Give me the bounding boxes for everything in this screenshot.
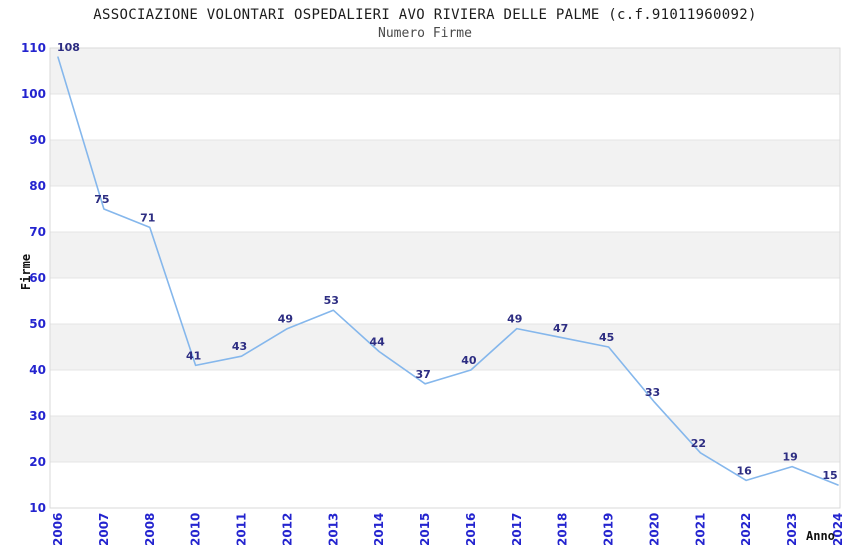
data-label: 19 — [782, 451, 797, 464]
x-tick-label: 2015 — [418, 513, 432, 546]
y-axis-title: Firme — [19, 253, 33, 291]
data-label: 16 — [737, 464, 753, 477]
chart-title: ASSOCIAZIONE VOLONTARI OSPEDALIERI AVO R… — [93, 7, 757, 23]
data-label: 43 — [232, 340, 247, 353]
y-tick-label: 50 — [29, 317, 46, 331]
x-tick-label: 2024 — [831, 513, 845, 546]
grid-band — [50, 140, 840, 186]
grid-band — [50, 232, 840, 278]
y-tick-label: 70 — [29, 225, 46, 239]
y-tick-label: 10 — [29, 501, 46, 515]
data-label: 22 — [691, 437, 706, 450]
x-tick-label: 2013 — [326, 513, 340, 546]
chart-subtitle: Numero Firme — [378, 26, 472, 41]
y-tick-label: 20 — [29, 455, 46, 469]
x-tick-label: 2010 — [189, 513, 203, 546]
grid-band — [50, 324, 840, 370]
data-label: 15 — [822, 469, 837, 482]
data-label: 37 — [415, 368, 430, 381]
x-tick-label: 2016 — [464, 513, 478, 546]
y-tick-label: 40 — [29, 363, 46, 377]
grid-band — [50, 48, 840, 94]
x-tick-label: 2017 — [510, 513, 524, 546]
x-tick-label: 2008 — [143, 513, 157, 546]
data-label: 47 — [553, 322, 568, 335]
y-tick-label: 30 — [29, 409, 46, 423]
y-tick-label: 100 — [21, 87, 46, 101]
x-tick-label: 2018 — [556, 513, 570, 546]
data-label: 44 — [370, 336, 386, 349]
data-label: 49 — [278, 313, 293, 326]
y-tick-label: 60 — [29, 271, 46, 285]
x-axis-title: Anno — [806, 529, 835, 543]
x-tick-label: 2020 — [648, 513, 662, 546]
x-tick-label: 2014 — [372, 513, 386, 546]
x-tick-label: 2011 — [235, 513, 249, 546]
plot-border — [49, 47, 841, 509]
y-tick-label: 80 — [29, 179, 46, 193]
grid-band — [50, 416, 840, 462]
data-label: 75 — [94, 193, 109, 206]
data-label: 53 — [324, 294, 339, 307]
x-tick-label: 2022 — [739, 513, 753, 546]
data-label: 71 — [140, 211, 155, 224]
x-tick-label: 2021 — [693, 513, 707, 546]
data-label: 33 — [645, 386, 660, 399]
y-tick-label: 90 — [29, 133, 46, 147]
data-label: 108 — [57, 41, 80, 54]
data-label: 40 — [461, 354, 477, 367]
x-tick-label: 2019 — [602, 513, 616, 546]
data-line — [57, 56, 839, 486]
x-tick-label: 2012 — [280, 513, 294, 546]
x-tick-label: 2007 — [97, 513, 111, 546]
x-tick-label: 2023 — [785, 513, 799, 546]
x-tick-label: 2006 — [51, 513, 65, 546]
data-label: 45 — [599, 331, 614, 344]
data-label: 49 — [507, 313, 522, 326]
data-label: 41 — [186, 349, 201, 362]
y-tick-label: 110 — [21, 41, 46, 55]
